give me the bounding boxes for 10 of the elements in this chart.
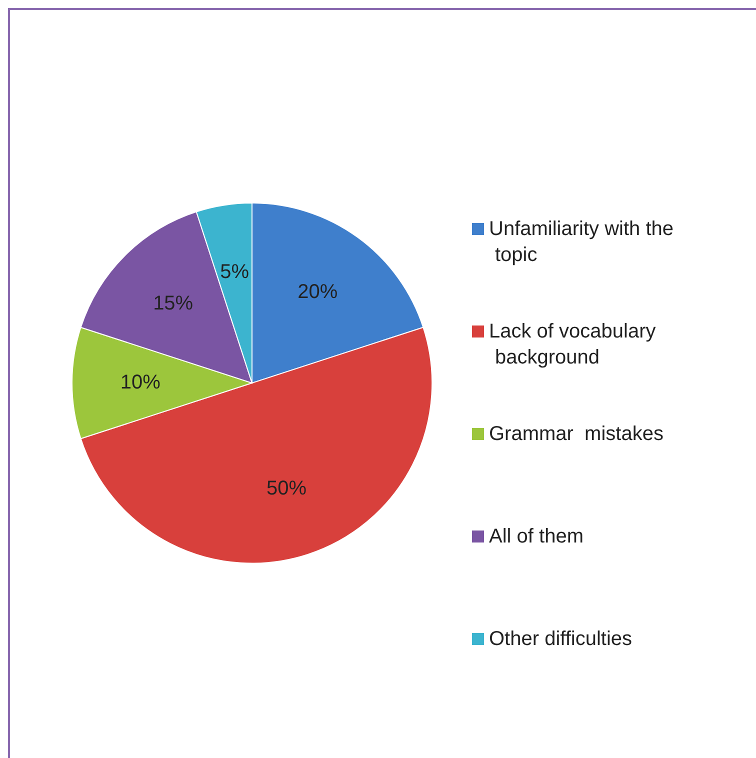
legend-label: Grammar mistakes — [489, 423, 664, 446]
legend-label: Lack of vocabulary background — [489, 320, 656, 369]
data-label: 20% — [298, 280, 338, 303]
data-label: 10% — [120, 371, 161, 394]
data-label: 5% — [220, 261, 250, 284]
data-label: 15% — [153, 292, 194, 314]
legend-label: Unfamiliarity with the topic — [489, 218, 674, 266]
legend-label: All of them — [489, 526, 584, 548]
legend-label: Other difficulties — [489, 628, 632, 650]
data-label: 50% — [266, 477, 307, 500]
